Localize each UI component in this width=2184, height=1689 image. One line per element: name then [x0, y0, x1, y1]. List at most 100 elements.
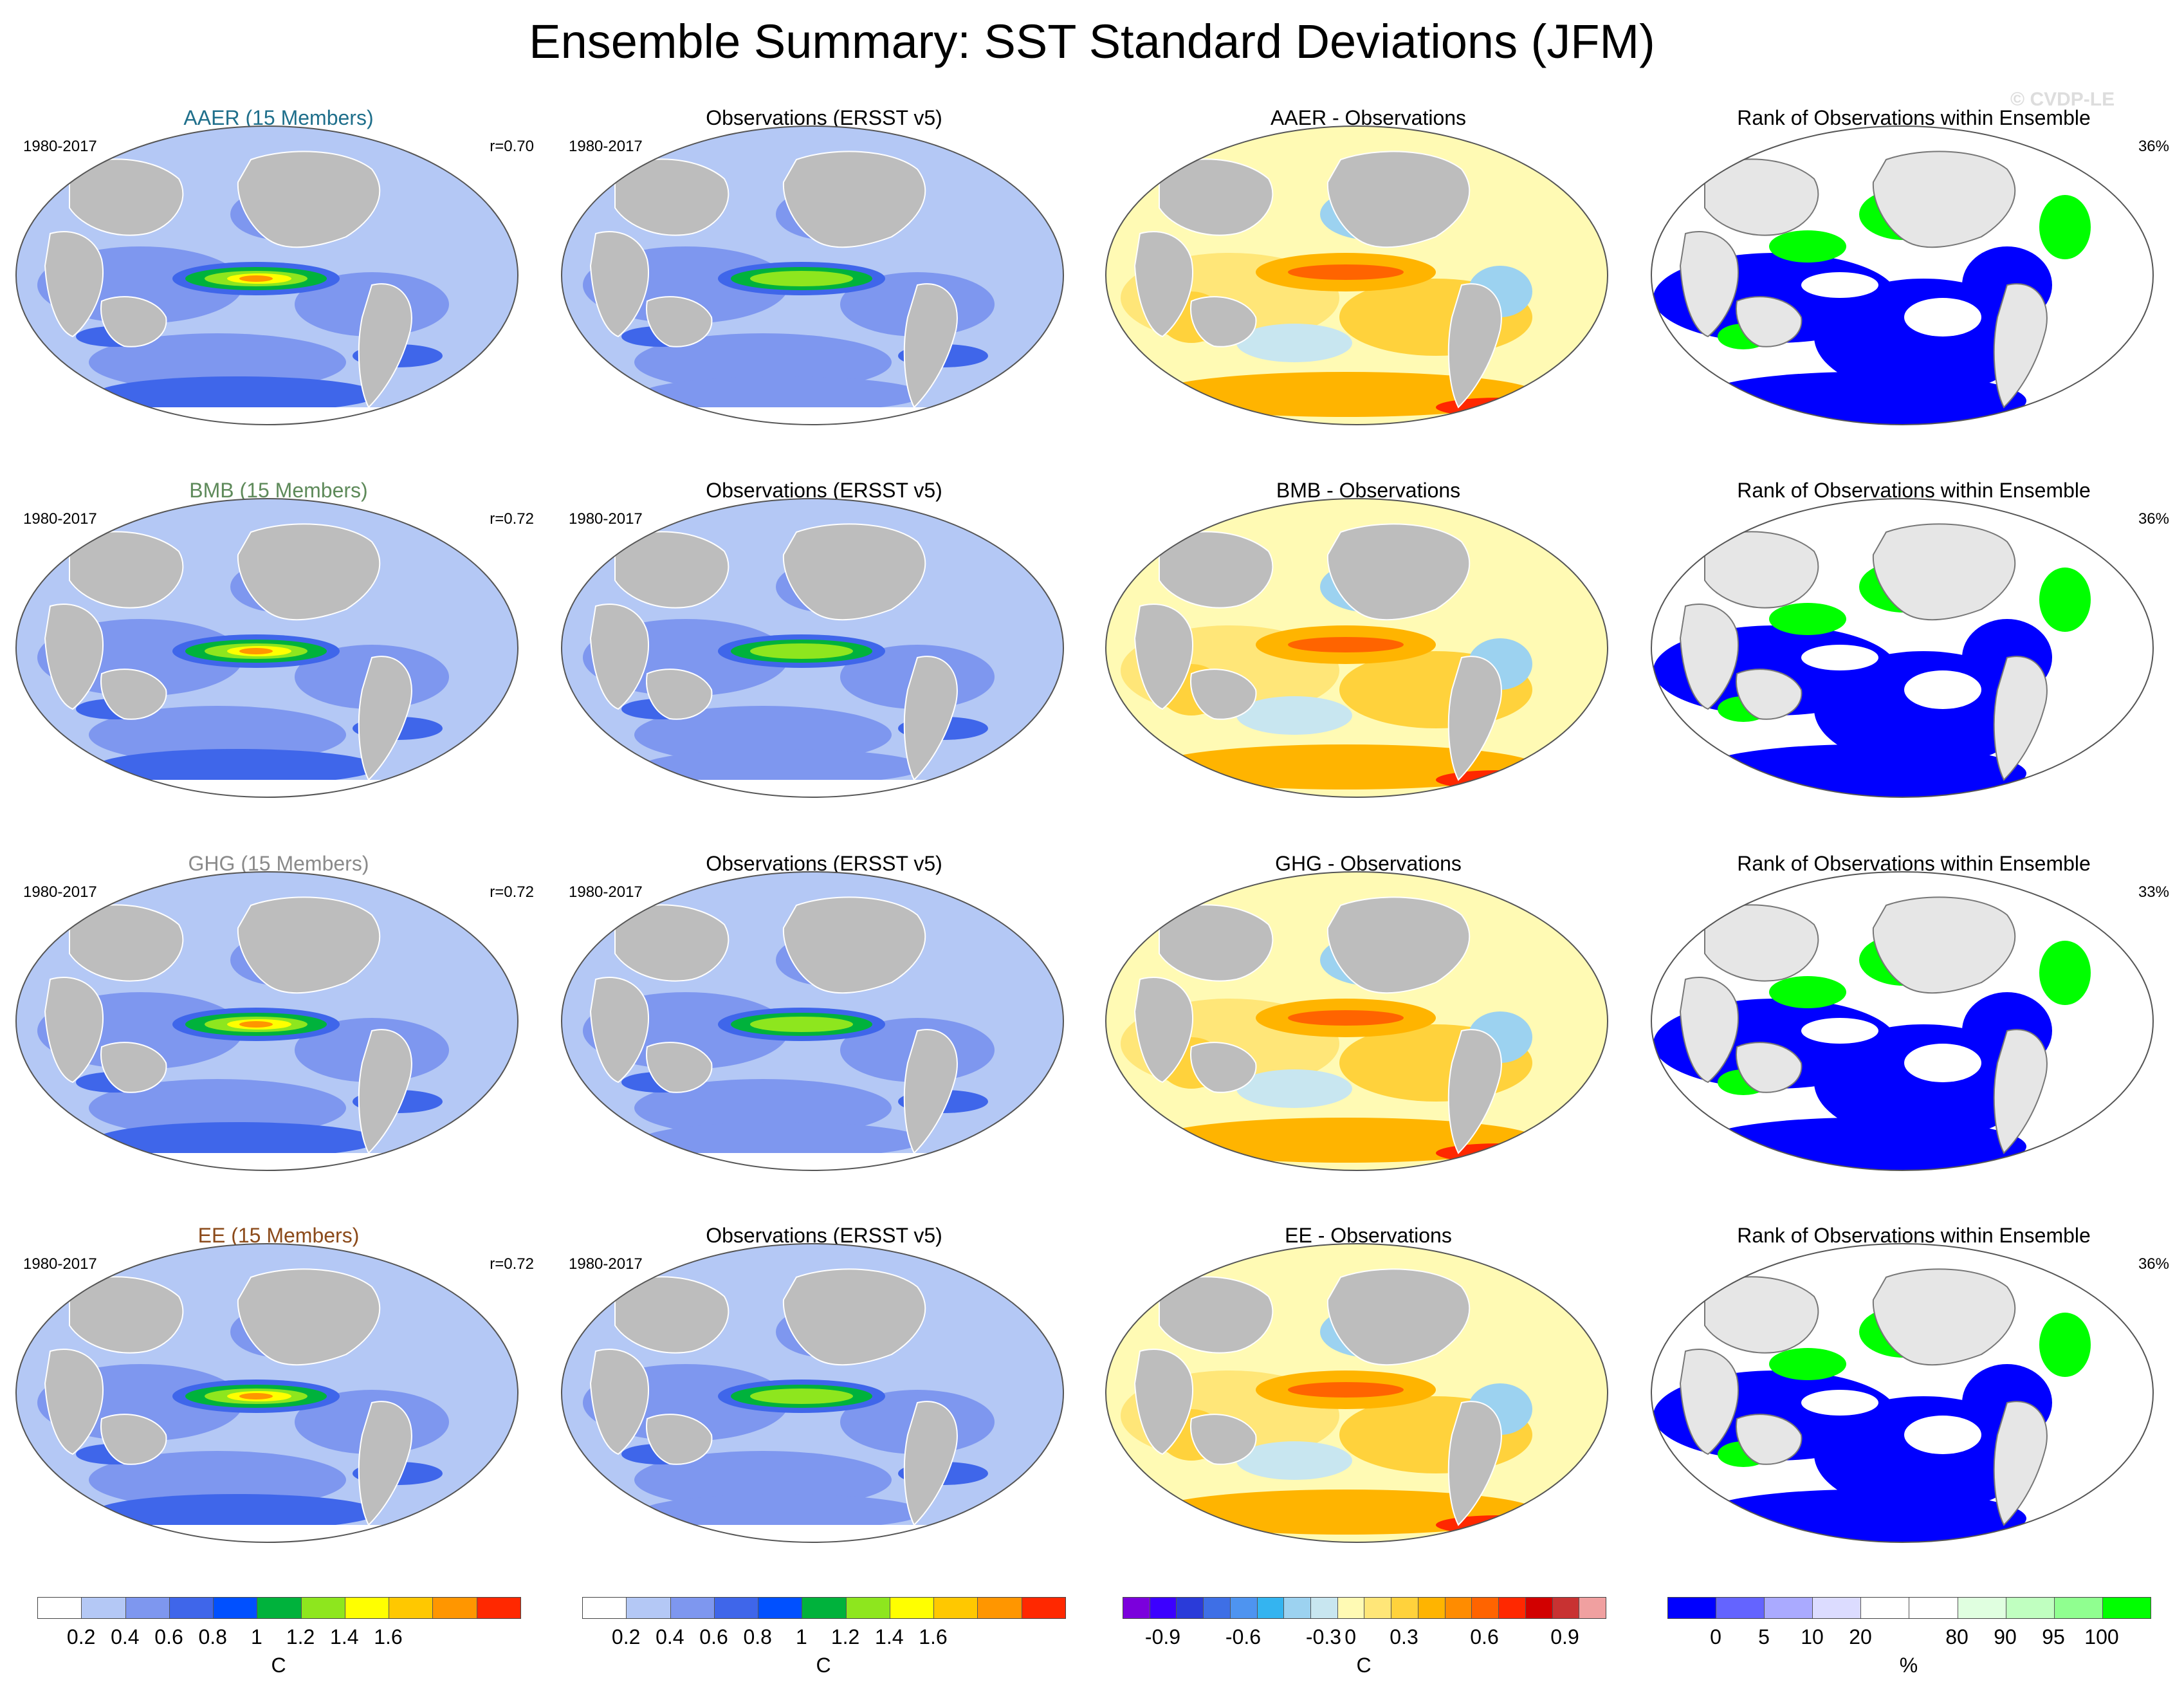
colorbar-tick-label: 0.9	[1550, 1625, 1579, 1648]
colorbar-tick-label: 1	[796, 1625, 807, 1648]
colorbar-swatches	[582, 1597, 1066, 1619]
sd-colorbar-observations: 0.2 0.4 0.6 0.8 1 1.2 1.4 1.6 C	[582, 1597, 1066, 1684]
world-map	[561, 125, 1064, 425]
colorbar-tick-label: 1.2	[286, 1625, 315, 1648]
map-panel-obs: Observations (ERSST v5) 1980-2017	[557, 105, 1091, 478]
colorbar-swatch	[1958, 1598, 2006, 1618]
colorbar-swatches	[1667, 1597, 2151, 1619]
panel-title: Observations (ERSST v5)	[706, 479, 942, 502]
colorbar-swatch	[1022, 1598, 1065, 1618]
map-panel-diff: GHG - Observations	[1101, 851, 1635, 1224]
colorbar-swatch	[345, 1598, 390, 1618]
period-label: 1980-2017	[23, 138, 97, 155]
colorbar-tick-label: 0.2	[66, 1625, 96, 1648]
period-label: 1980-2017	[569, 883, 643, 901]
colorbar-swatch	[978, 1598, 1022, 1618]
colorbar-swatch	[214, 1598, 258, 1618]
colorbar-tick-label: 1.4	[875, 1625, 904, 1648]
colorbar-swatch	[714, 1598, 759, 1618]
rank-percentage: 36%	[2138, 138, 2169, 155]
panel-title: AAER - Observations	[1270, 106, 1467, 129]
panel-title: BMB - Observations	[1276, 479, 1461, 502]
panel-title: GHG (15 Members)	[188, 852, 369, 875]
pattern-correlation: r=0.72	[490, 883, 534, 901]
colorbar-tick-label: 80	[1945, 1625, 1968, 1648]
colorbar-swatch	[1418, 1598, 1445, 1618]
map-panel-ensemble: AAER (15 Members) 1980-2017 r=0.70	[12, 105, 546, 478]
rank-colorbar: 0 5 10 20 80 90 95 100%	[1667, 1597, 2151, 1684]
world-map	[1651, 1243, 2154, 1543]
colorbar-tick-label: 1.4	[330, 1625, 359, 1648]
colorbar-swatch	[2006, 1598, 2055, 1618]
colorbar-tick-label: 1.2	[830, 1625, 860, 1648]
map-panel-obs: Observations (ERSST v5) 1980-2017	[557, 1223, 1091, 1596]
panel-title: GHG - Observations	[1275, 852, 1462, 875]
colorbar-swatch	[802, 1598, 847, 1618]
colorbar-swatch	[670, 1598, 715, 1618]
panel-title: Observations (ERSST v5)	[706, 106, 942, 129]
colorbar-swatch	[1668, 1598, 1717, 1618]
colorbar-tick-label: -0.3	[1305, 1625, 1342, 1648]
colorbar-swatch	[1311, 1598, 1338, 1618]
map-panel-ensemble: EE (15 Members) 1980-2017 r=0.72	[12, 1223, 546, 1596]
colorbar-tick-label: 90	[1994, 1625, 2017, 1648]
colorbar-tick-label: 0.4	[656, 1625, 684, 1648]
colorbar-swatch	[389, 1598, 434, 1618]
period-label: 1980-2017	[569, 1255, 643, 1273]
pattern-correlation: r=0.72	[490, 510, 534, 528]
period-label: 1980-2017	[23, 1255, 97, 1273]
colorbar-swatch	[169, 1598, 214, 1618]
colorbar-swatch	[1150, 1598, 1177, 1618]
colorbar-tick-label: 0.2	[611, 1625, 641, 1648]
map-panel-rank: Rank of Observations within Ensemble 36%	[1647, 105, 2181, 478]
period-label: 1980-2017	[23, 883, 97, 901]
world-map	[1105, 498, 1608, 798]
colorbar-swatch	[1445, 1598, 1473, 1618]
panel-title: Rank of Observations within Ensemble	[1737, 479, 2091, 502]
colorbar-tick-label: 0.8	[198, 1625, 227, 1648]
world-map	[1651, 498, 2154, 798]
world-map	[15, 498, 518, 798]
colorbar-tick-label: 1	[251, 1625, 262, 1648]
colorbar-tick-label: 0	[1344, 1625, 1357, 1648]
map-panel-obs: Observations (ERSST v5) 1980-2017	[557, 477, 1091, 851]
period-label: 1980-2017	[569, 510, 643, 528]
panel-title: Rank of Observations within Ensemble	[1737, 852, 2091, 875]
world-map	[561, 498, 1064, 798]
colorbar-swatch	[890, 1598, 935, 1618]
colorbar-unit: C	[1356, 1654, 1372, 1677]
world-map	[1651, 871, 2154, 1171]
world-map	[1105, 1243, 1608, 1543]
sd-colorbar-ensemble: 0.2 0.4 0.6 0.8 1 1.2 1.4 1.6 C	[37, 1597, 521, 1684]
colorbar-swatch	[1552, 1598, 1580, 1618]
page-title: Ensemble Summary: SST Standard Deviation…	[529, 15, 1655, 68]
colorbar-tick-label: -0.9	[1144, 1625, 1181, 1648]
colorbar-tick-label: 0.8	[743, 1625, 772, 1648]
colorbar-swatch	[1861, 1598, 1910, 1618]
colorbar-swatch	[82, 1598, 126, 1618]
colorbar-tick-label: -0.6	[1225, 1625, 1262, 1648]
colorbar-swatch	[627, 1598, 671, 1618]
colorbar-swatch	[1909, 1598, 1958, 1618]
colorbar-unit: C	[271, 1654, 286, 1677]
colorbar-tick-label: 100	[2084, 1625, 2119, 1648]
world-map	[1105, 871, 1608, 1171]
world-map	[15, 871, 518, 1171]
colorbar-swatch	[1364, 1598, 1392, 1618]
colorbar-swatch	[477, 1598, 520, 1618]
world-map	[1651, 125, 2154, 425]
colorbar-tick-label: 0.3	[1390, 1625, 1418, 1648]
world-map	[1105, 125, 1608, 425]
colorbar-swatch	[301, 1598, 345, 1618]
period-label: 1980-2017	[23, 510, 97, 528]
map-panel-rank: Rank of Observations within Ensemble 33%	[1647, 851, 2181, 1224]
panel-title: Observations (ERSST v5)	[706, 852, 942, 875]
colorbar-swatch	[2054, 1598, 2103, 1618]
rank-percentage: 33%	[2138, 883, 2169, 901]
colorbar-unit: C	[816, 1654, 831, 1677]
colorbar-swatch	[1716, 1598, 1765, 1618]
map-panel-obs: Observations (ERSST v5) 1980-2017	[557, 851, 1091, 1224]
pattern-correlation: r=0.72	[490, 1255, 534, 1273]
colorbar-swatch	[1472, 1598, 1500, 1618]
colorbar-swatch	[1177, 1598, 1204, 1618]
